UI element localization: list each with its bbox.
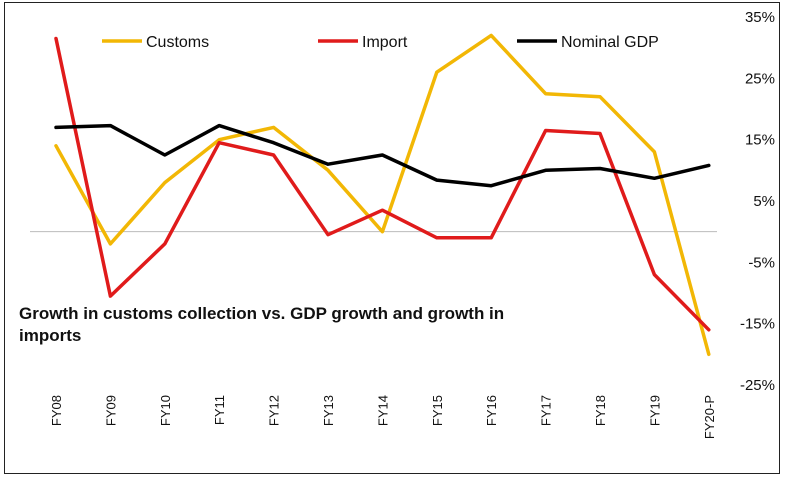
x-tick-label: FY20-P — [702, 395, 717, 439]
y-tick-label: 25% — [745, 70, 775, 87]
y-tick-label: 5% — [753, 193, 775, 210]
x-tick-label: FY18 — [593, 395, 608, 426]
line-chart: 35% 25% 15% 5% -5% -15% -25% FY08 FY09 FY10 FY11 FY… — [30, 9, 775, 439]
legend-label: Nominal GDP — [561, 34, 659, 51]
chart-frame: 35% 25% 15% 5% -5% -15% -25% FY08 FY09 FY10 FY11 FY… — [4, 2, 780, 474]
y-tick-label: -15% — [740, 316, 775, 333]
chart-title: Growth in customs collection vs. GDP gro… — [19, 304, 505, 345]
series-line-import — [54, 36, 711, 332]
x-tick-label: FY17 — [539, 395, 554, 426]
x-tick-label: FY14 — [375, 395, 390, 426]
legend-label: Customs — [146, 34, 209, 51]
x-tick-label: FY10 — [158, 395, 173, 426]
x-tick-label: FY16 — [484, 395, 499, 426]
series-line-customs — [54, 33, 711, 357]
x-tick-label: FY15 — [430, 395, 445, 426]
y-tick-label: -25% — [740, 377, 775, 394]
y-tick-label: 35% — [745, 9, 775, 26]
x-tick-label: FY13 — [321, 395, 336, 426]
legend-label: Import — [362, 34, 408, 51]
x-tick-label: FY11 — [212, 395, 227, 425]
x-tick-label: FY12 — [267, 395, 282, 426]
x-tick-label: FY19 — [647, 395, 662, 426]
series-line-nominal-gdp — [54, 123, 711, 188]
x-tick-label: FY08 — [49, 395, 64, 426]
y-tick-label: -5% — [748, 254, 775, 271]
x-tick-label: FY09 — [103, 395, 118, 426]
y-tick-label: 15% — [745, 132, 775, 149]
